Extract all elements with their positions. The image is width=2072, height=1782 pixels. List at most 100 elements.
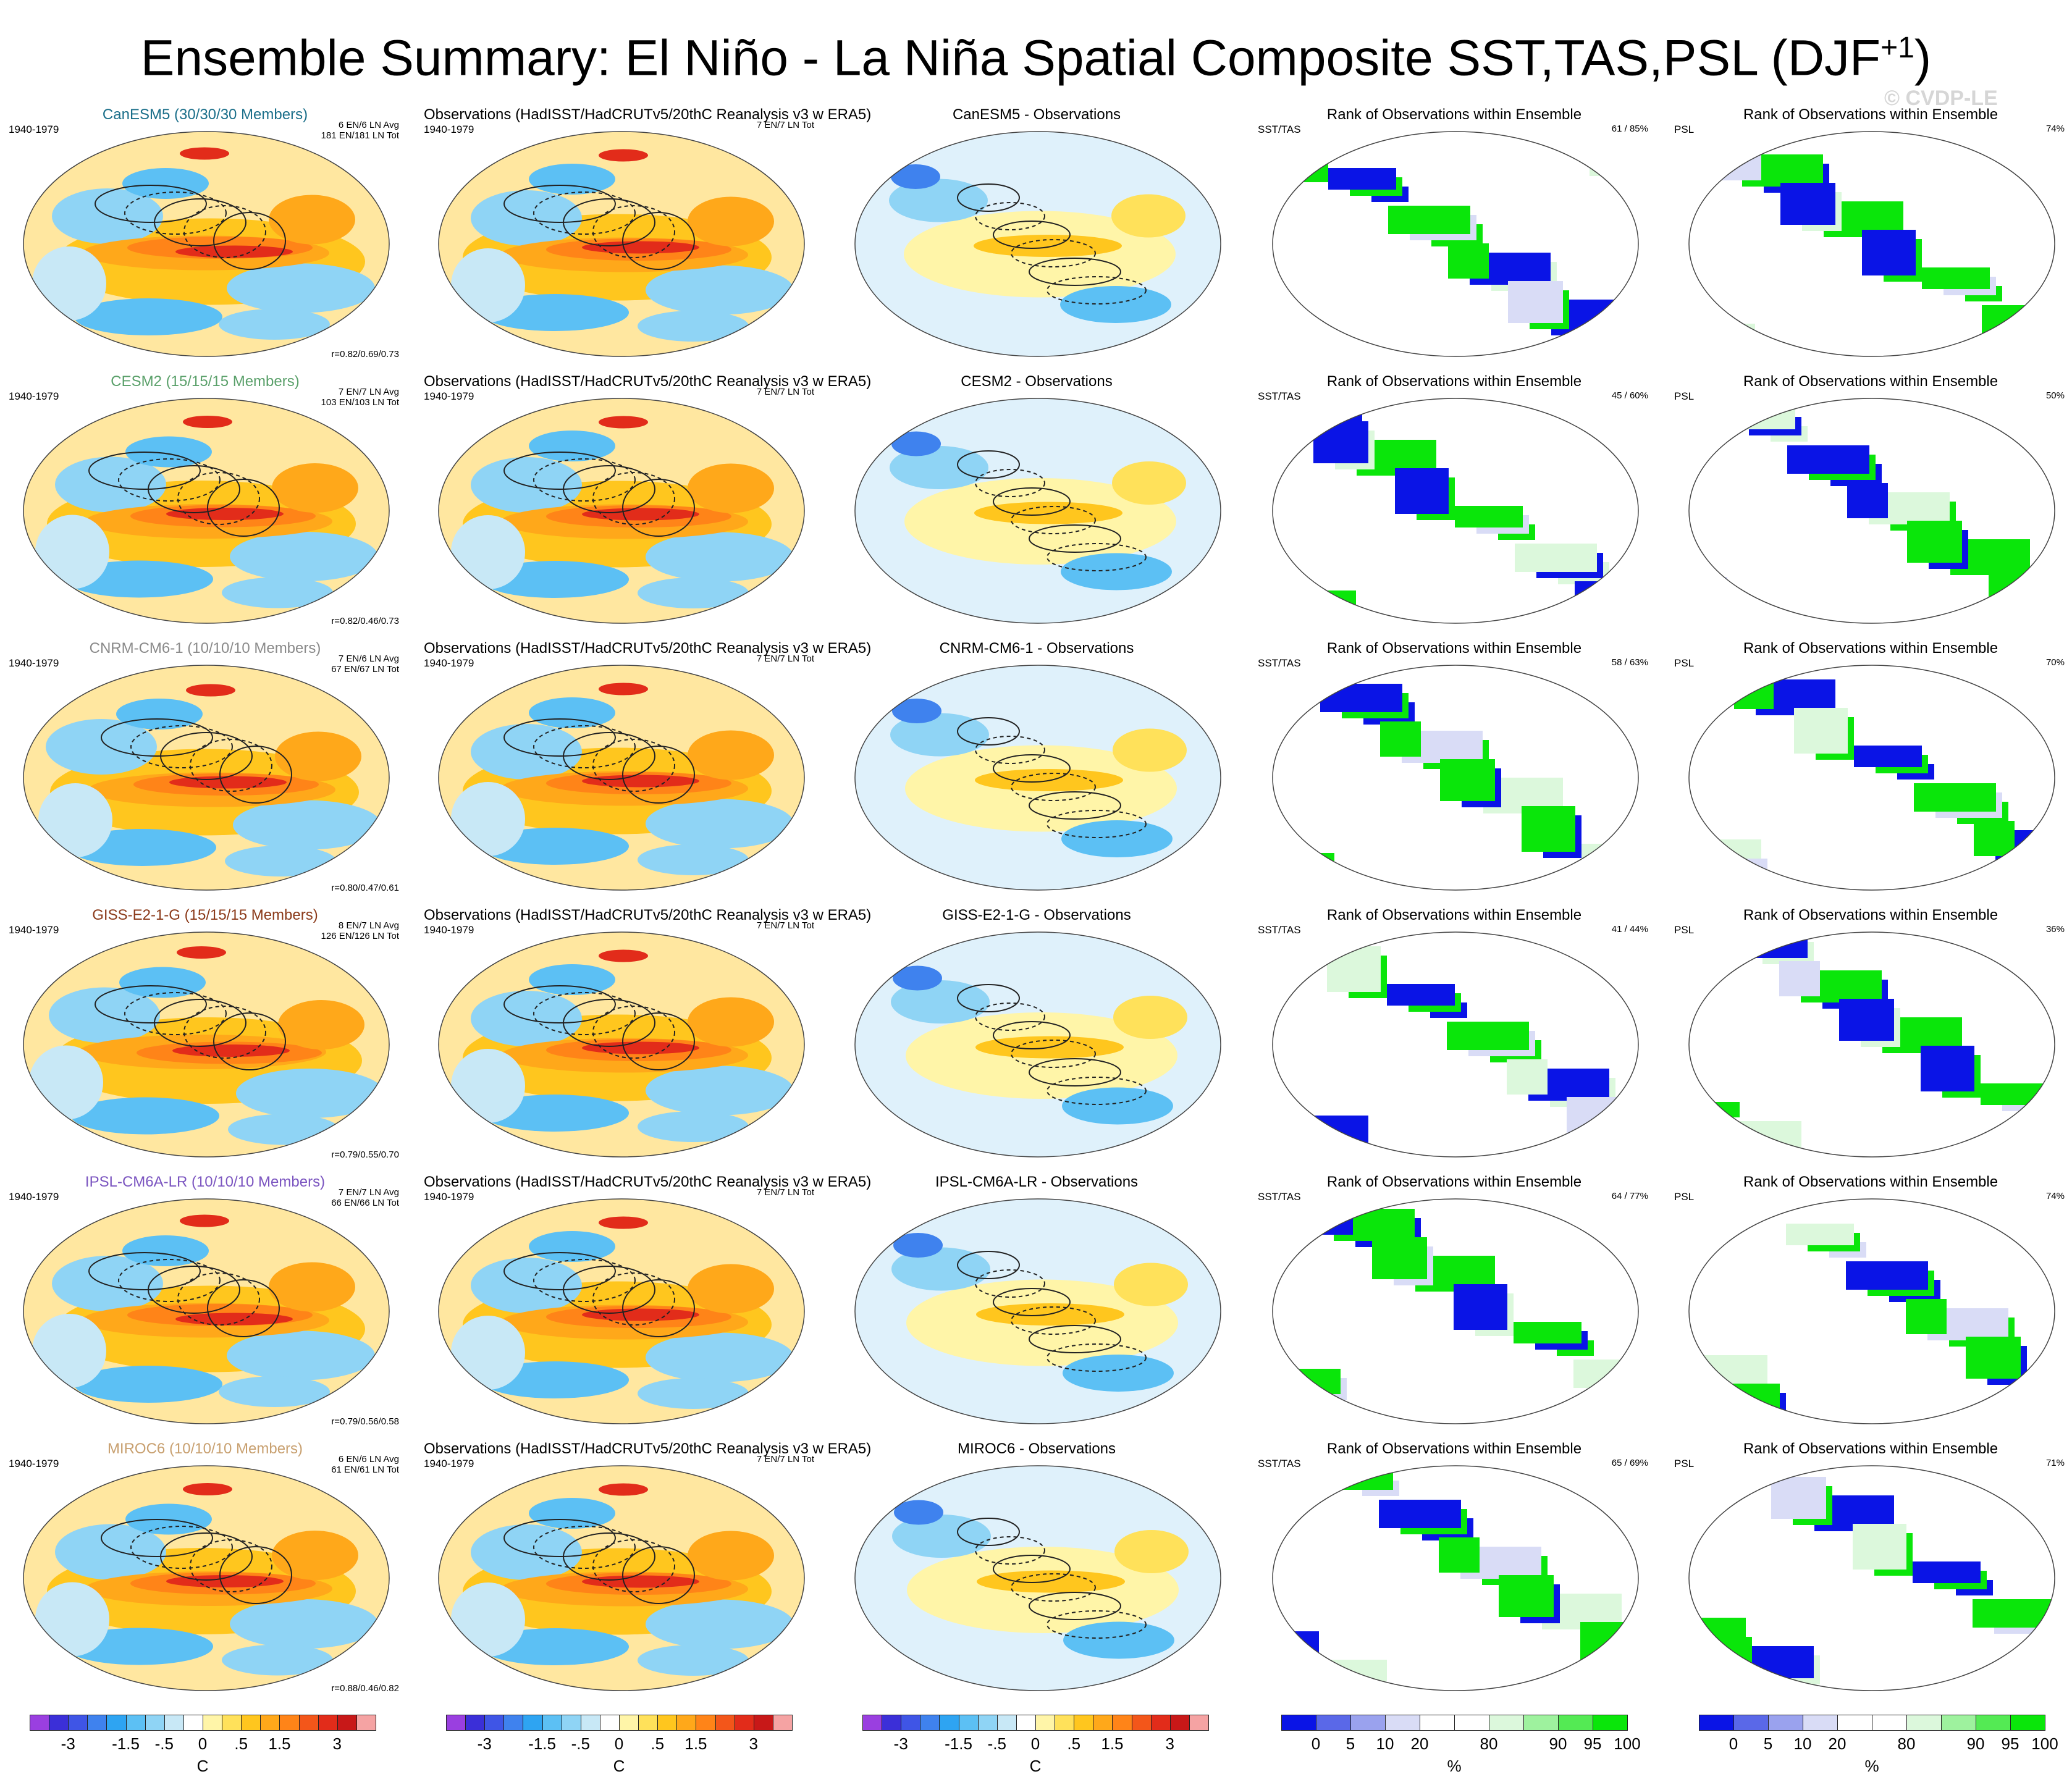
- colorbar-swatch: [1699, 1715, 1734, 1731]
- variable-label: SST/TAS: [1258, 924, 1301, 936]
- period-label: 1940-1979: [9, 390, 59, 402]
- obs-title: Observations (HadISST/HadCRUTv5/20thC Re…: [424, 640, 872, 657]
- period-label: 1940-1979: [9, 1191, 59, 1203]
- rank-percent: 71%: [2045, 1458, 2065, 1468]
- colorbar-swatch: [542, 1715, 562, 1731]
- colorbar-swatch: [958, 1715, 979, 1731]
- rank-percent: 65 / 69%: [1611, 1458, 1648, 1468]
- colorbar-swatch: [2010, 1715, 2045, 1731]
- variable-label: PSL: [1674, 390, 1695, 402]
- colorbar-swatch: [1169, 1715, 1190, 1731]
- colorbar-swatch: [1316, 1715, 1351, 1731]
- colorbar-swatch: [1906, 1715, 1942, 1731]
- colorbar-swatch: [1976, 1715, 2011, 1731]
- colorbar-swatch: [1803, 1715, 1838, 1731]
- model-composite-panel: MIROC6 (10/10/10 Members) 1940-1979 6 EN…: [9, 1439, 402, 1699]
- rank-psl-panel: Rank of Observations within Ensemble PSL…: [1674, 372, 2067, 631]
- colorbar-swatch: [356, 1715, 376, 1731]
- colorbar-tick-label: 0: [198, 1734, 208, 1753]
- difference-title: CanESM5 - Observations: [952, 106, 1121, 123]
- obs-event-count: 7 EN/7 LN Tot: [756, 1187, 814, 1198]
- colorbar-swatch: [1093, 1715, 1113, 1731]
- rank-sst-panel: Rank of Observations within Ensemble SST…: [1258, 639, 1651, 898]
- rank-percent: 58 / 63%: [1611, 657, 1648, 668]
- colorbar-swatch: [1489, 1715, 1524, 1731]
- pattern-correlation: r=0.88/0.46/0.82: [331, 1683, 399, 1694]
- pattern-correlation: r=0.79/0.55/0.70: [331, 1149, 399, 1160]
- colorbar-swatch: [882, 1715, 902, 1731]
- colorbar-swatch: [1150, 1715, 1171, 1731]
- colorbar-swatch: [977, 1715, 998, 1731]
- rank-psl-map: [1688, 398, 2055, 624]
- colorbar-tick-label: 5: [1763, 1734, 1773, 1753]
- rank-percent: 74%: [2045, 1191, 2065, 1201]
- rank-title: Rank of Observations within Ensemble: [1743, 907, 1998, 923]
- colorbar-tick-label: 1.5: [684, 1734, 707, 1753]
- event-count: 6 EN/6 LN Avg 181 EN/181 LN Tot: [321, 120, 399, 141]
- difference-panel: MIROC6 - Observations: [840, 1439, 1233, 1699]
- colorbar-swatch: [337, 1715, 357, 1731]
- model-composite-map: [23, 931, 390, 1158]
- difference-title: CESM2 - Observations: [961, 373, 1113, 390]
- rank-psl-panel: Rank of Observations within Ensemble PSL…: [1674, 906, 2067, 1165]
- colorbar-swatch: [1131, 1715, 1152, 1731]
- model-title: MIROC6 (10/10/10 Members): [107, 1440, 303, 1457]
- colorbar-swatch: [901, 1715, 921, 1731]
- model-composite-map: [23, 398, 390, 624]
- colorbar-swatch: [125, 1715, 146, 1731]
- colorbar-swatch: [446, 1715, 466, 1731]
- period-label: 1940-1979: [424, 1458, 474, 1469]
- colorbar-tick-label: 3: [1165, 1734, 1174, 1753]
- rank-title: Rank of Observations within Ensemble: [1326, 907, 1582, 923]
- colorbar-tick-label: 5: [1346, 1734, 1355, 1753]
- colorbar-tick-label: 95: [2001, 1734, 2019, 1753]
- colorbar-tick-label: .5: [651, 1734, 665, 1753]
- difference-title: MIROC6 - Observations: [957, 1440, 1116, 1457]
- colorbar-tick-label: .5: [234, 1734, 248, 1753]
- colorbar-swatch: [1523, 1715, 1559, 1731]
- difference-title: CNRM-CM6-1 - Observations: [939, 640, 1134, 657]
- difference-panel: CESM2 - Observations: [840, 372, 1233, 631]
- colorbar-tick-label: 90: [1966, 1734, 1985, 1753]
- rank-sst-panel: Rank of Observations within Ensemble SST…: [1258, 372, 1651, 631]
- period-label: 1940-1979: [9, 924, 59, 936]
- model-composite-map: [23, 1465, 390, 1691]
- obs-event-count: 7 EN/7 LN Tot: [756, 654, 814, 664]
- pattern-correlation: r=0.80/0.47/0.61: [331, 883, 399, 893]
- pattern-correlation: r=0.79/0.56/0.58: [331, 1416, 399, 1427]
- colorbar-swatch: [106, 1715, 127, 1731]
- colorbar-swatch: [87, 1715, 107, 1731]
- observations-map: [438, 131, 805, 357]
- rank-title: Rank of Observations within Ensemble: [1326, 1174, 1582, 1190]
- colorbar-swatch: [1350, 1715, 1386, 1731]
- colorbar-swatch: [657, 1715, 678, 1731]
- model-composite-panel: CESM2 (15/15/15 Members) 1940-1979 7 EN/…: [9, 372, 402, 631]
- difference-panel: CNRM-CM6-1 - Observations: [840, 639, 1233, 898]
- colorbar-tick-label: 20: [1410, 1734, 1429, 1753]
- event-count: 7 EN/7 LN Avg 103 EN/103 LN Tot: [321, 387, 399, 408]
- colorbar-tick-label: -1.5: [528, 1734, 556, 1753]
- variable-label: PSL: [1674, 924, 1695, 936]
- colorbar-tick-label: .5: [1067, 1734, 1081, 1753]
- colorbar-swatch: [920, 1715, 940, 1731]
- colorbar-swatch: [939, 1715, 959, 1731]
- difference-panel: CanESM5 - Observations: [840, 105, 1233, 364]
- observations-panel: Observations (HadISST/HadCRUTv5/20thC Re…: [424, 639, 872, 898]
- rank-colorbar-2: 0 5 10 20 80 90 95 100%: [1699, 1715, 2058, 1775]
- variable-label: PSL: [1674, 657, 1695, 669]
- rank-psl-panel: Rank of Observations within Ensemble PSL…: [1674, 1439, 2067, 1699]
- colorbar-tick-label: -3: [477, 1734, 492, 1753]
- colorbar-swatch: [676, 1715, 697, 1731]
- colorbar-swatch: [753, 1715, 773, 1731]
- period-label: 1940-1979: [9, 657, 59, 669]
- event-count: 7 EN/7 LN Avg 66 EN/66 LN Tot: [331, 1187, 399, 1208]
- obs-title: Observations (HadISST/HadCRUTv5/20thC Re…: [424, 106, 872, 123]
- colorbar-swatch: [279, 1715, 300, 1731]
- colorbar-unit: C: [196, 1757, 209, 1775]
- colorbar-swatch: [1837, 1715, 1872, 1731]
- obs-event-count: 7 EN/7 LN Tot: [756, 920, 814, 931]
- colorbar-tick-label: -.5: [987, 1734, 1006, 1753]
- rank-title: Rank of Observations within Ensemble: [1743, 1174, 1998, 1190]
- rank-psl-panel: Rank of Observations within Ensemble PSL…: [1674, 1172, 2067, 1432]
- variable-label: SST/TAS: [1258, 657, 1301, 669]
